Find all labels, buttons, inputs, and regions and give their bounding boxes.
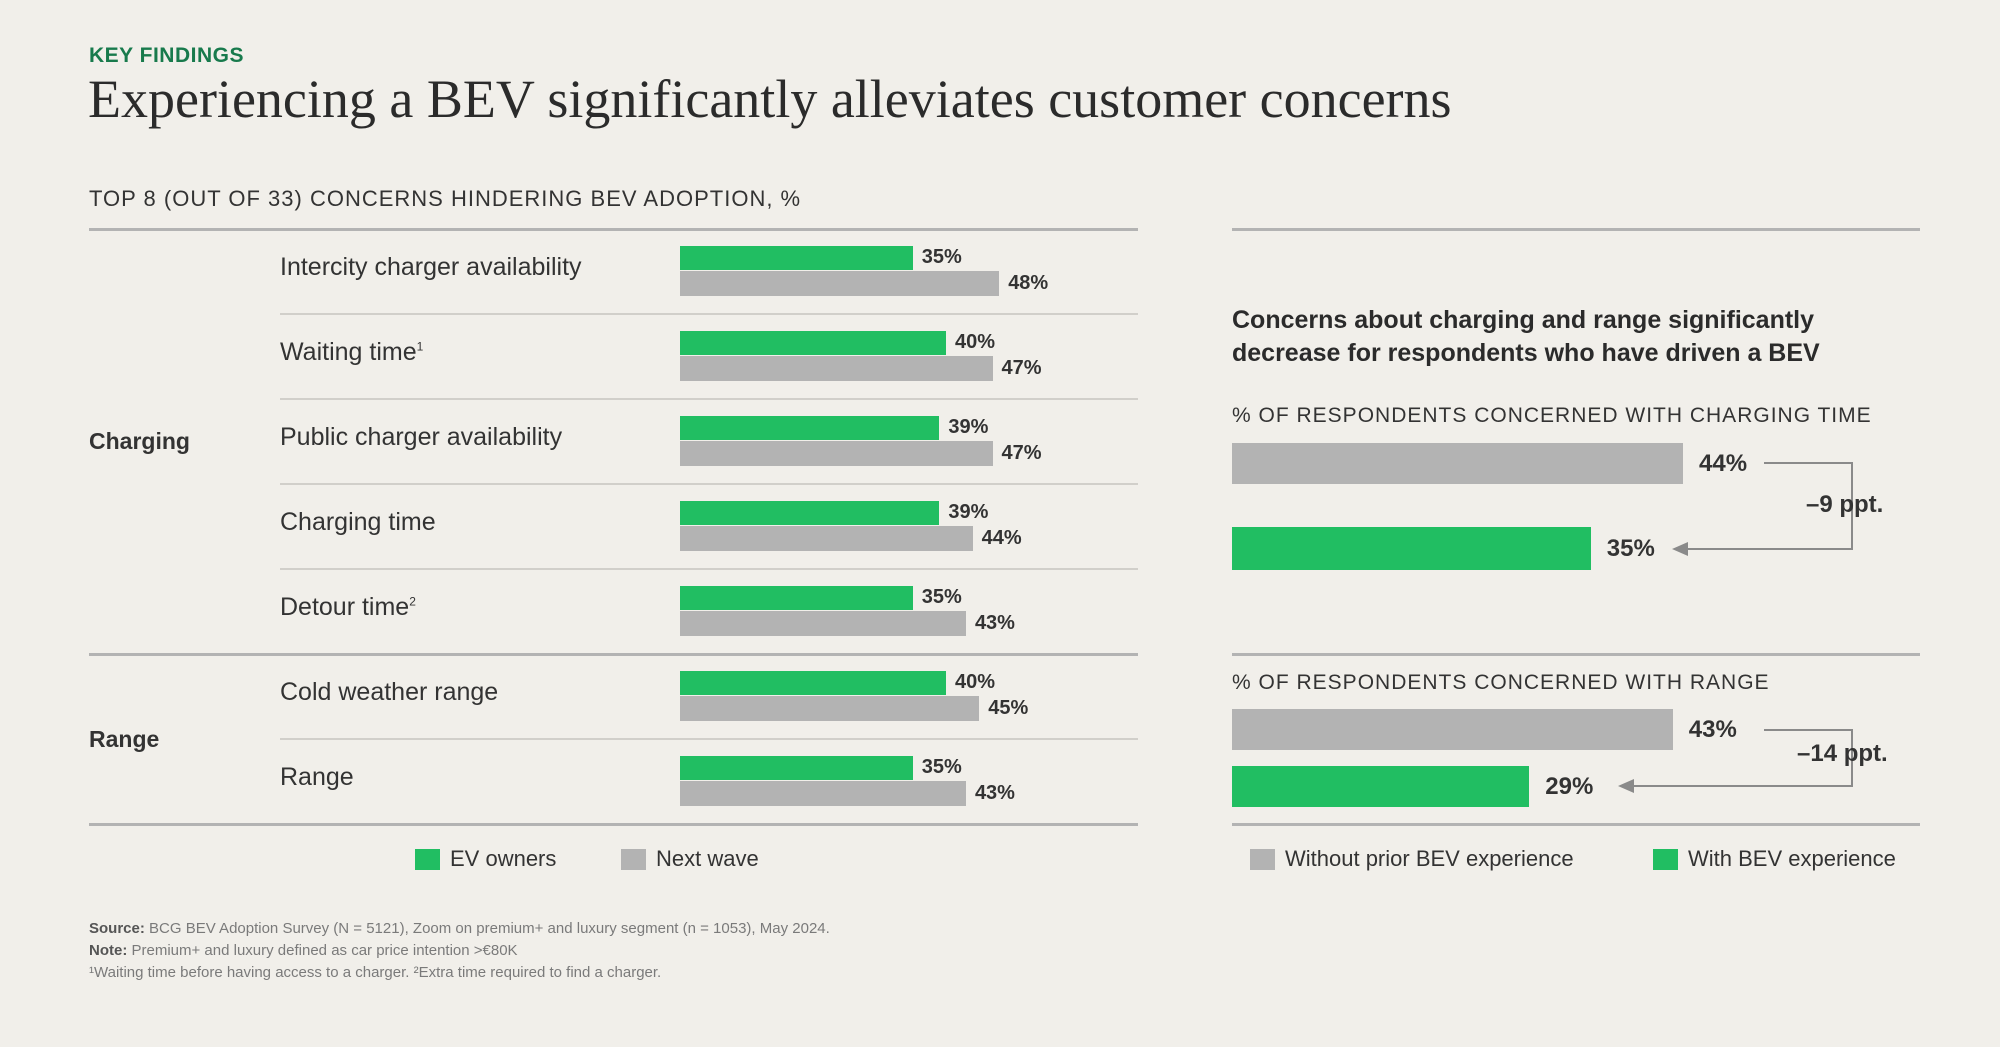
note-label: Note: — [89, 942, 128, 959]
legend-swatch-gray — [621, 848, 646, 870]
bar-range-with-bev — [1232, 766, 1530, 807]
left-top-rule — [89, 228, 1138, 231]
charging-delta-arrowhead — [1672, 542, 1688, 556]
value-charging-time-with-bev: 35% — [1606, 535, 1655, 562]
group-label-charging: Charging — [89, 428, 190, 454]
bar-range-without-bev — [1232, 709, 1673, 750]
right-top-rule — [1232, 228, 1920, 231]
value-range-with-bev: 29% — [1545, 773, 1594, 800]
charging-delta-label: –9 ppt. — [1806, 491, 1884, 518]
range-subtitle: % OF RESPONDENTS CONCERNED WITH RANGE — [1232, 671, 1770, 694]
source-text: BCG BEV Adoption Survey (N = 5121), Zoom… — [149, 920, 830, 937]
footer: Source: BCG BEV Adoption Survey (N = 512… — [89, 918, 830, 984]
bar-ev-owners-cold-weather-range — [680, 671, 946, 695]
legend-swatch-green — [415, 848, 440, 870]
group-label-range: Range — [89, 726, 160, 752]
legend-with-bev: With BEV experience — [1653, 846, 1896, 872]
page-title: Experiencing a BEV significantly allevia… — [88, 69, 1452, 129]
range-delta-connector — [1629, 729, 1853, 787]
value-next-wave-range: 43% — [974, 782, 1015, 804]
legend-label-with-bev: With BEV experience — [1688, 846, 1896, 871]
category-label-charging-time: Charging time — [280, 508, 436, 536]
category-label-waiting-time: Waiting time1 — [280, 338, 424, 366]
row-divider — [280, 738, 1138, 740]
value-ev-owners-intercity-charger-availability: 35% — [921, 246, 962, 268]
value-next-wave-detour-time: 43% — [974, 612, 1015, 634]
range-delta-label: –14 ppt. — [1797, 740, 1888, 767]
row-divider — [280, 313, 1138, 315]
value-next-wave-charging-time: 44% — [981, 527, 1022, 549]
value-ev-owners-range: 35% — [921, 756, 962, 778]
value-ev-owners-charging-time: 39% — [948, 501, 989, 523]
category-label-detour-time: Detour time2 — [280, 593, 416, 621]
bar-ev-owners-charging-time — [680, 501, 940, 525]
range-delta-arrowhead — [1618, 779, 1634, 793]
bar-next-wave-charging-time — [680, 526, 973, 551]
value-range-without-bev: 43% — [1688, 716, 1737, 743]
legend-label-next-wave: Next wave — [656, 846, 759, 871]
bar-next-wave-public-charger-availability — [680, 441, 993, 466]
bar-next-wave-detour-time — [680, 611, 966, 636]
footer-note: Note: Premium+ and luxury defined as car… — [89, 940, 830, 962]
legend-label-ev-owners: EV owners — [450, 846, 557, 871]
left-bottom-rule — [89, 823, 1138, 826]
value-ev-owners-waiting-time: 40% — [955, 331, 996, 353]
row-divider — [280, 568, 1138, 570]
legend-swatch-green-right — [1653, 848, 1678, 870]
source-label: Source: — [89, 920, 145, 937]
legend-ev-owners: EV owners — [415, 846, 556, 872]
note-text: Premium+ and luxury defined as car price… — [131, 942, 518, 959]
group-divider-rule — [89, 653, 1138, 656]
left-chart-title: TOP 8 (OUT OF 33) CONCERNS HINDERING BEV… — [89, 186, 802, 211]
value-ev-owners-detour-time: 35% — [921, 586, 962, 608]
value-charging-time-without-bev: 44% — [1699, 450, 1748, 477]
value-next-wave-waiting-time: 47% — [1001, 357, 1042, 379]
bar-charging-time-with-bev — [1232, 527, 1591, 570]
bar-next-wave-range — [680, 781, 966, 806]
category-label-public-charger-availability: Public charger availability — [280, 423, 563, 451]
bar-ev-owners-range — [680, 756, 913, 780]
bar-ev-owners-detour-time — [680, 586, 913, 610]
right-heading: Concerns about charging and range signif… — [1232, 306, 1820, 367]
right-bottom-rule — [1232, 823, 1920, 826]
charging-delta-connector — [1683, 462, 1853, 550]
bar-next-wave-intercity-charger-availability — [680, 271, 1000, 296]
footnote-mark: 2 — [409, 594, 416, 609]
kicker: KEY FINDINGS — [89, 44, 244, 67]
bar-next-wave-cold-weather-range — [680, 696, 980, 721]
row-divider — [280, 483, 1138, 485]
legend-without-bev: Without prior BEV experience — [1250, 846, 1574, 872]
row-divider — [280, 398, 1138, 400]
value-next-wave-public-charger-availability: 47% — [1001, 442, 1042, 464]
value-ev-owners-public-charger-availability: 39% — [948, 416, 989, 438]
category-label-intercity-charger-availability: Intercity charger availability — [280, 253, 582, 281]
bar-next-wave-waiting-time — [680, 356, 993, 381]
bar-ev-owners-public-charger-availability — [680, 416, 940, 440]
bar-ev-owners-intercity-charger-availability — [680, 246, 913, 270]
bar-ev-owners-waiting-time — [680, 331, 946, 355]
value-ev-owners-cold-weather-range: 40% — [955, 671, 996, 693]
right-mid-rule — [1232, 653, 1920, 656]
footnote-mark: 1 — [416, 339, 424, 354]
legend-next-wave: Next wave — [621, 846, 759, 872]
category-label-cold-weather-range: Cold weather range — [280, 678, 499, 706]
legend-swatch-gray-right — [1250, 848, 1275, 870]
value-next-wave-cold-weather-range: 45% — [988, 697, 1029, 719]
value-next-wave-intercity-charger-availability: 48% — [1008, 272, 1049, 294]
bar-charging-time-without-bev — [1232, 443, 1683, 484]
footer-footnotes: ¹Waiting time before having access to a … — [89, 964, 662, 981]
charging-time-subtitle: % OF RESPONDENTS CONCERNED WITH CHARGING… — [1232, 404, 1872, 427]
category-label-range: Range — [280, 763, 354, 791]
legend-label-without-bev: Without prior BEV experience — [1285, 846, 1574, 871]
footer-source: Source: BCG BEV Adoption Survey (N = 512… — [89, 918, 830, 940]
